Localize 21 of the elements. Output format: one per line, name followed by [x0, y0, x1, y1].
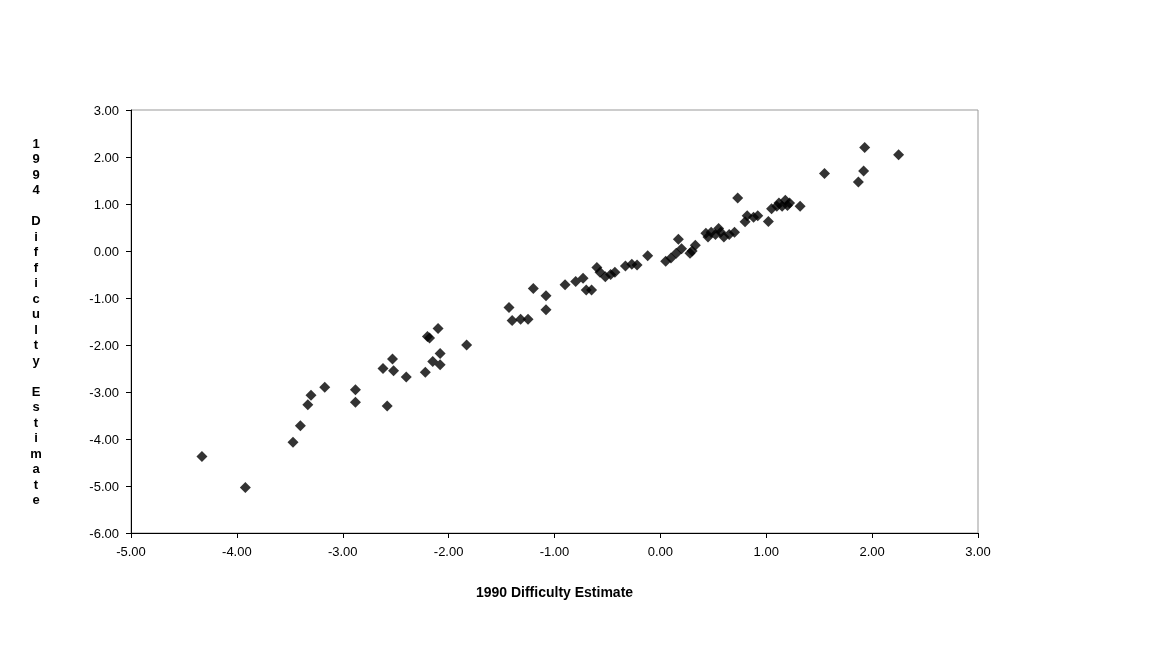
y-tick-label: 1.00	[93, 196, 119, 212]
x-tick-label: -1.00	[539, 544, 570, 559]
x-tick-label: -5.00	[116, 544, 146, 559]
x-tick-label: 0.00	[647, 544, 674, 559]
y-tick-label: 0.00	[93, 243, 119, 259]
x-tick-label: 2.00	[859, 544, 885, 559]
y-tick-label: -3.00	[89, 384, 119, 400]
x-tick-label: -4.00	[222, 544, 252, 559]
y-tick-label: 3.00	[93, 102, 119, 118]
text: 1994 Difficulty Estimate	[30, 135, 42, 508]
y-tick-label: -2.00	[89, 337, 119, 353]
x-tick-label: 3.00	[965, 544, 991, 559]
y-tick-label: -1.00	[89, 290, 119, 306]
x-tick-label: -3.00	[327, 544, 358, 559]
x-tick-label: -2.00	[433, 544, 464, 559]
y-tick-label: 2.00	[93, 149, 119, 165]
y-tick-label: -6.00	[89, 525, 119, 541]
x-axis-title: 1990 Difficulty Estimate	[475, 584, 634, 600]
y-tick-label: -4.00	[89, 431, 119, 447]
x-tick-label: 1.00	[753, 544, 779, 559]
y-tick-label: -5.00	[89, 478, 119, 494]
